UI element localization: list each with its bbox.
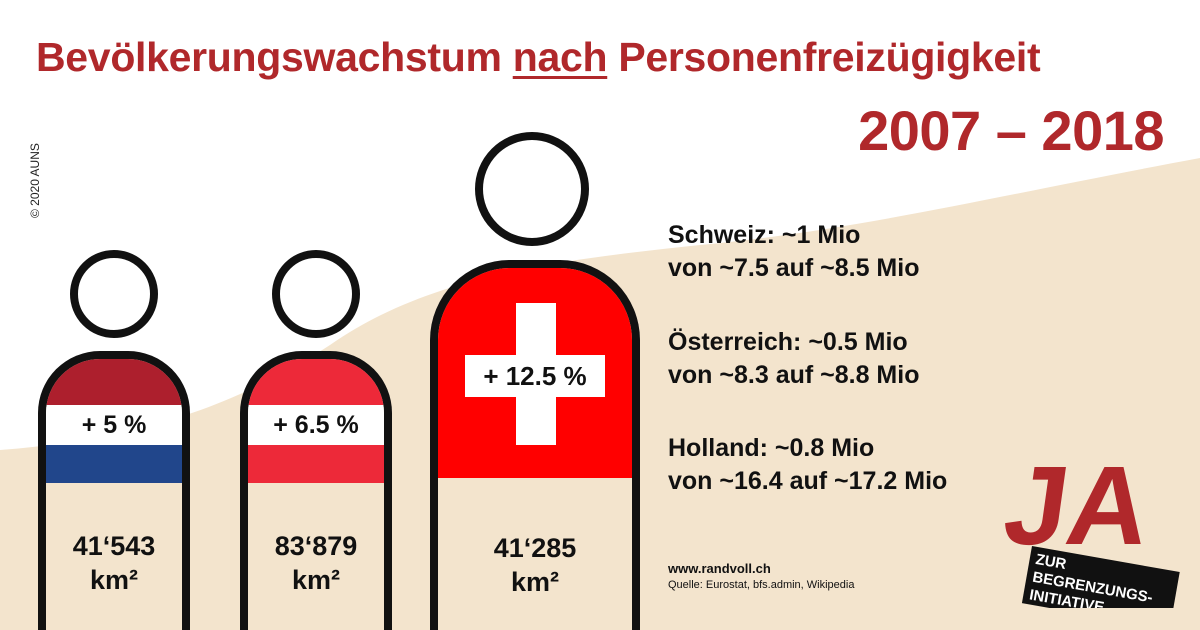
- info-oesterreich: Österreich: ~0.5 Mio von ~8.3 auf ~8.8 M…: [668, 326, 919, 392]
- source-note: Quelle: Eurostat, bfs.admin, Wikipedia: [668, 579, 855, 591]
- info-line: von ~16.4 auf ~17.2 Mio: [668, 467, 948, 495]
- growth-percent: + 12.5 %: [465, 355, 605, 397]
- logo-ja-text: JA: [997, 448, 1158, 568]
- person-body-schweiz: + 12.5 % 41‘285 km²: [430, 260, 640, 630]
- copyright-note: © 2020 AUNS: [28, 143, 42, 218]
- figure-oesterreich: + 6.5 % 83‘879 km²: [240, 250, 392, 630]
- area-value: 83‘879: [274, 531, 358, 561]
- area-value: 41‘285: [493, 533, 577, 563]
- area-unit: km²: [510, 567, 559, 597]
- year-range: 2007 – 2018: [858, 99, 1164, 162]
- info-line: von ~8.3 auf ~8.8 Mio: [668, 361, 920, 389]
- person-head-icon: [475, 132, 589, 246]
- growth-percent: + 5 %: [46, 405, 182, 445]
- person-head-icon: [70, 250, 158, 338]
- area-unit: km²: [291, 565, 340, 595]
- growth-percent: + 6.5 %: [248, 405, 384, 445]
- title-emphasis: nach: [512, 34, 608, 80]
- area-label: 41‘543 km²: [46, 529, 182, 597]
- info-line: Österreich: ~0.5 Mio: [668, 328, 908, 356]
- flag-band-red: [46, 359, 182, 405]
- person-body-oesterreich: + 6.5 % 83‘879 km²: [240, 351, 392, 630]
- page-title: Bevölkerungswachstum nach Personenfreizü…: [36, 34, 1166, 81]
- figure-schweiz: + 12.5 % 41‘285 km²: [430, 132, 640, 630]
- figure-holland: + 5 % 41‘543 km²: [38, 250, 190, 630]
- ja-campaign-logo: JA ZUR BEGRENZUNGS- INITIATIVE: [997, 448, 1180, 608]
- flag-band-red: [248, 359, 384, 405]
- info-line: von ~7.5 auf ~8.5 Mio: [668, 254, 920, 282]
- area-unit: km²: [89, 565, 138, 595]
- title-part-1: Bevölkerungswachstum: [36, 34, 513, 80]
- info-schweiz: Schweiz: ~1 Mio von ~7.5 auf ~8.5 Mio: [668, 219, 919, 285]
- logo-line-1: ZUR: [1034, 551, 1067, 573]
- person-body-holland: + 5 % 41‘543 km²: [38, 351, 190, 630]
- info-holland: Holland: ~0.8 Mio von ~16.4 auf ~17.2 Mi…: [668, 432, 947, 498]
- info-line: Schweiz: ~1 Mio: [668, 221, 861, 249]
- flag-band-blue: [46, 445, 182, 483]
- website-link[interactable]: www.randvoll.ch: [668, 561, 771, 576]
- area-label: 41‘285 km²: [438, 531, 632, 599]
- title-part-2: Personenfreizügigkeit: [607, 34, 1041, 80]
- person-head-icon: [272, 250, 360, 338]
- area-value: 41‘543: [72, 531, 156, 561]
- area-label: 83‘879 km²: [248, 529, 384, 597]
- info-line: Holland: ~0.8 Mio: [668, 434, 875, 462]
- flag-band-red: [248, 445, 384, 483]
